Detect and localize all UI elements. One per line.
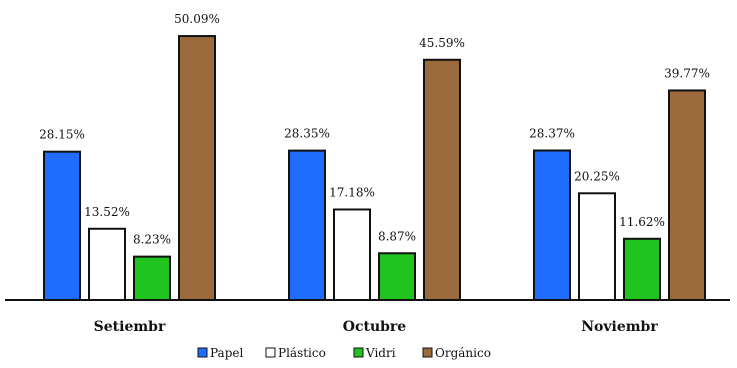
data-label-organico-noviembr: 39.77% — [664, 66, 710, 80]
bar-plastico-octubre — [333, 208, 371, 301]
data-label-plastico-setiembr: 13.52% — [84, 205, 130, 219]
bar-vidri-noviembr — [623, 237, 661, 302]
bar-plastico-setiembr — [88, 227, 126, 301]
legend: Papel Plástico Vidri Orgánico — [197, 346, 491, 360]
data-label-organico-octubre: 45.59% — [419, 36, 465, 50]
bar-vidri-octubre — [378, 252, 416, 301]
legend-swatch-vidri — [353, 347, 364, 358]
data-label-organico-setiembr: 50.09% — [174, 12, 220, 26]
legend-item-organico: Orgánico — [422, 346, 491, 360]
bar-organico-noviembr — [668, 89, 706, 302]
legend-swatch-plastico — [265, 347, 276, 358]
data-label-vidri-setiembr: 8.23% — [133, 233, 171, 247]
category-labels: Setiembr Octubre Noviembr — [94, 319, 659, 335]
data-label-plastico-octubre: 17.18% — [329, 185, 375, 199]
data-label-vidri-octubre: 8.87% — [378, 229, 416, 243]
bar-papel-setiembr — [43, 150, 81, 301]
category-label-octubre: Octubre — [343, 319, 407, 335]
legend-swatch-organico — [422, 347, 433, 358]
legend-label-organico: Orgánico — [435, 346, 491, 360]
data-label-papel-noviembr: 28.37% — [529, 127, 575, 141]
bar-vidri-setiembr — [133, 255, 171, 301]
data-label-papel-octubre: 28.35% — [284, 127, 330, 141]
data-label-papel-setiembr: 28.15% — [39, 128, 85, 142]
category-label-setiembr: Setiembr — [94, 319, 166, 335]
bars-layer: 28.15% 13.52%8.23% 50.09% 28.35% 17.18% 8.87%… — [39, 12, 710, 302]
legend-swatch-papel — [197, 347, 208, 358]
legend-label-plastico: Plástico — [278, 346, 326, 360]
bar-organico-setiembr — [178, 35, 216, 301]
legend-label-vidri: Vidri — [365, 346, 396, 360]
legend-item-vidri: Vidri — [353, 346, 396, 360]
data-label-plastico-noviembr: 20.25% — [574, 169, 620, 183]
bar-papel-octubre — [288, 149, 326, 301]
legend-item-plastico: Plástico — [265, 346, 326, 360]
data-label-vidri-noviembr: 11.62% — [619, 215, 665, 229]
legend-item-papel: Papel — [197, 346, 243, 360]
bar-organico-octubre — [423, 58, 461, 301]
legend-label-papel: Papel — [210, 346, 243, 360]
bar-plastico-noviembr — [578, 192, 616, 301]
bar-papel-noviembr — [533, 149, 571, 301]
category-label-noviembr: Noviembr — [581, 319, 658, 335]
